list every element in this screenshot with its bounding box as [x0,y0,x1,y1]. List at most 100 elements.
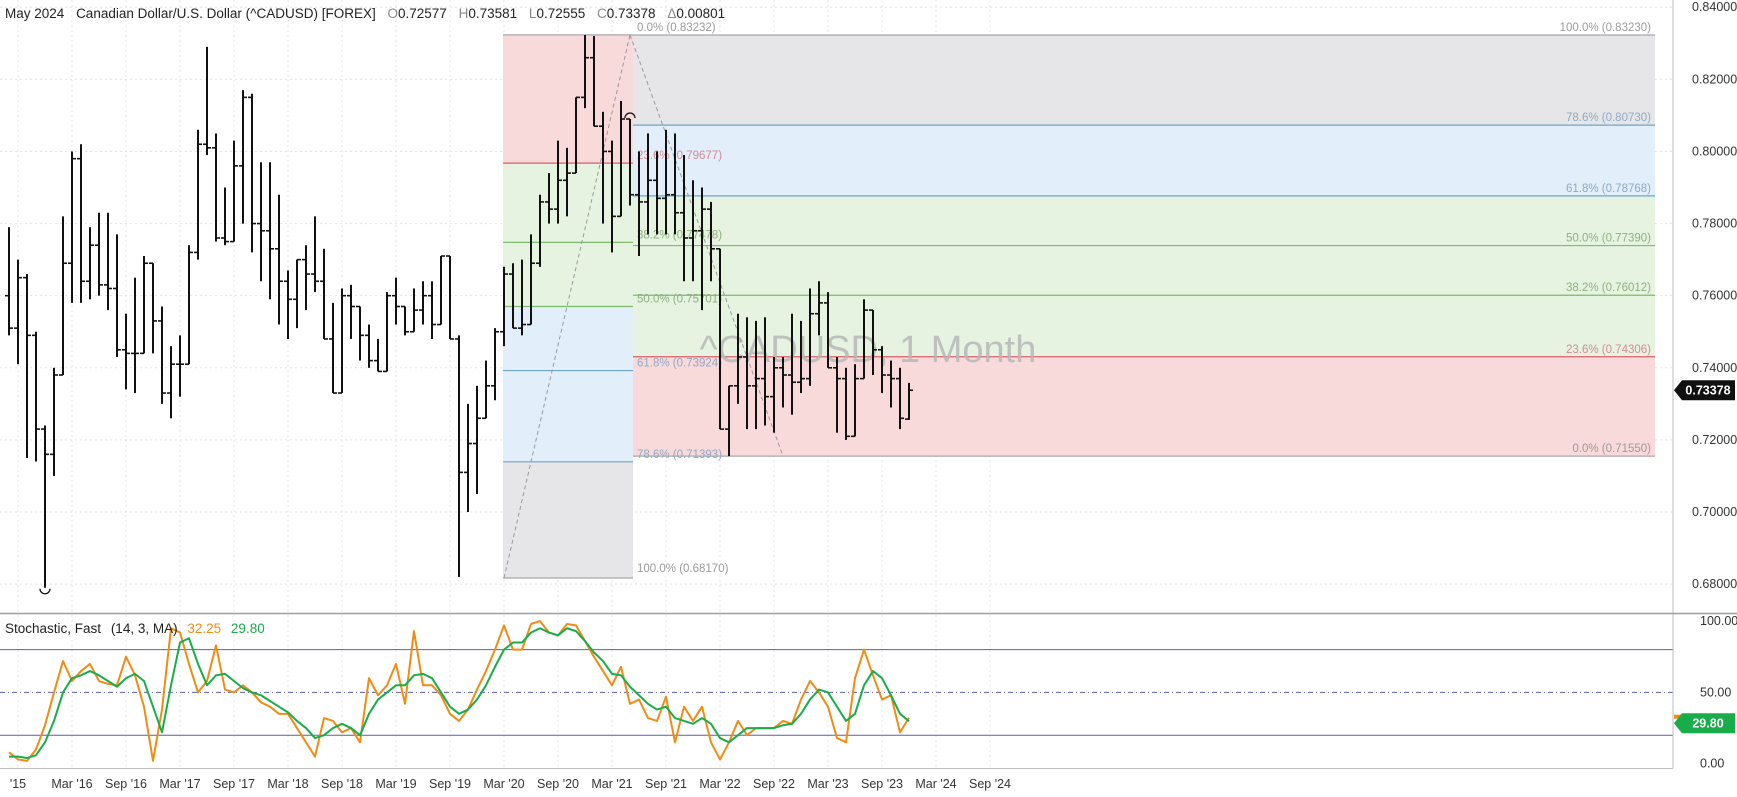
ohlc-bar[interactable] [248,93,256,253]
ohlc-bar[interactable] [5,227,13,336]
ohlc-bar[interactable] [572,96,580,174]
ohlc-bar[interactable] [788,313,796,415]
ohlc-bar[interactable] [347,284,355,339]
ohlc-bar[interactable] [365,324,373,368]
ohlc-bar[interactable] [383,292,391,373]
ohlc-bar[interactable] [770,356,778,433]
ohlc-bar[interactable] [617,100,625,218]
ohlc-bar[interactable] [266,162,274,300]
ohlc-bar[interactable] [302,245,310,311]
ohlc-bar[interactable] [95,212,103,296]
ohlc-bar[interactable] [581,34,589,109]
ohlc-bar[interactable] [221,187,229,246]
ohlc-bar[interactable] [320,248,328,340]
ohlc-bar[interactable] [77,144,85,303]
ohlc-bar[interactable] [527,234,535,326]
ohlc-bar[interactable] [554,140,562,224]
ohlc-bar[interactable] [662,129,670,235]
ohlc-bar[interactable] [869,309,877,376]
ohlc-bar[interactable] [275,194,283,325]
ohlc-bar[interactable] [590,36,598,128]
trend-line-down[interactable] [629,34,784,457]
ohlc-bar[interactable] [815,281,823,336]
stochastic-pane[interactable] [0,620,1673,762]
ohlc-bar[interactable] [122,313,130,390]
ohlc-bar[interactable] [131,277,139,394]
ohlc-bar[interactable] [653,151,661,235]
ohlc-bar[interactable] [689,180,697,282]
ohlc-bar[interactable] [374,338,382,373]
ohlc-bar[interactable] [473,385,481,495]
ohlc-bar[interactable] [392,277,400,325]
ohlc-bar[interactable] [896,367,904,430]
ohlc-bar[interactable] [158,306,166,404]
ohlc-bar[interactable] [671,133,679,235]
ohlc-bar[interactable] [455,335,463,577]
ohlc-bar[interactable] [50,367,58,476]
ohlc-bar[interactable] [887,360,895,408]
ohlc-bar[interactable] [419,281,427,325]
ohlc-bar[interactable] [563,147,571,217]
ohlc-bar[interactable] [698,187,706,311]
ohlc-bar[interactable] [680,155,688,282]
ohlc-bar[interactable] [779,356,787,408]
ohlc-bar[interactable] [761,317,769,426]
ohlc-bar[interactable] [518,259,526,336]
ohlc-bar[interactable] [878,346,886,394]
ohlc-bar[interactable] [725,385,733,457]
ohlc-bar[interactable] [329,302,337,394]
ohlc-bar[interactable] [806,288,814,386]
ohlc-bar[interactable] [509,263,517,329]
ohlc-bar[interactable] [500,266,508,347]
ohlc-bar[interactable] [491,328,499,401]
ohlc-bar[interactable] [707,201,715,282]
ohlc-bar[interactable] [113,234,121,357]
ohlc-bar[interactable] [536,194,544,267]
ohlc-bar[interactable] [257,162,265,282]
ohlc-bar[interactable] [167,346,175,419]
ohlc-bar[interactable] [626,118,634,206]
ohlc-bar[interactable] [482,360,490,420]
ohlc-bar[interactable] [32,331,40,462]
ohlc-bar[interactable] [194,129,202,260]
ohlc-bar[interactable] [824,292,832,369]
trend-line-up[interactable] [503,34,631,579]
ohlc-bar[interactable] [176,335,184,397]
ohlc-bar[interactable] [428,281,436,339]
ohlc-bar[interactable] [860,299,868,380]
ohlc-bar[interactable] [68,151,76,303]
ohlc-bar[interactable] [401,305,409,336]
ohlc-bar[interactable] [203,46,211,156]
ohlc-bar[interactable] [86,227,94,300]
ohlc-bar[interactable] [230,140,238,243]
ohlc-bar[interactable] [104,212,112,311]
stochastic-slow-line[interactable] [9,627,910,760]
ohlc-bar[interactable] [464,403,472,513]
ohlc-bar[interactable] [833,356,841,433]
ohlc-bar[interactable] [842,367,850,440]
ohlc-bar[interactable] [446,255,454,340]
ohlc-bar[interactable] [14,259,22,365]
ohlc-bar[interactable] [23,274,31,458]
ohlc-bar[interactable] [140,256,148,355]
ohlc-bar[interactable] [59,216,67,376]
ohlc-bar[interactable] [284,270,292,339]
ohlc-bar[interactable] [356,305,364,361]
ohlc-bar[interactable] [185,245,193,365]
ohlc-bar[interactable] [752,320,760,430]
ohlc-bar[interactable] [293,258,301,329]
ohlc-bar[interactable] [797,320,805,394]
ohlc-bar[interactable] [851,364,859,438]
ohlc-bar[interactable] [734,313,742,404]
ohlc-bar[interactable] [716,248,724,430]
ohlc-bar[interactable] [338,288,346,394]
ohlc-bar[interactable] [437,255,445,326]
ohlc-bar[interactable] [212,133,220,242]
ohlc-bar[interactable] [149,262,157,354]
ohlc-bar[interactable] [635,151,643,257]
ohlc-bar[interactable] [644,133,652,235]
ohlc-bar[interactable] [599,111,607,224]
ohlc-bar[interactable] [608,140,616,253]
ohlc-bar[interactable] [311,216,319,293]
price-bars[interactable] [5,34,913,595]
